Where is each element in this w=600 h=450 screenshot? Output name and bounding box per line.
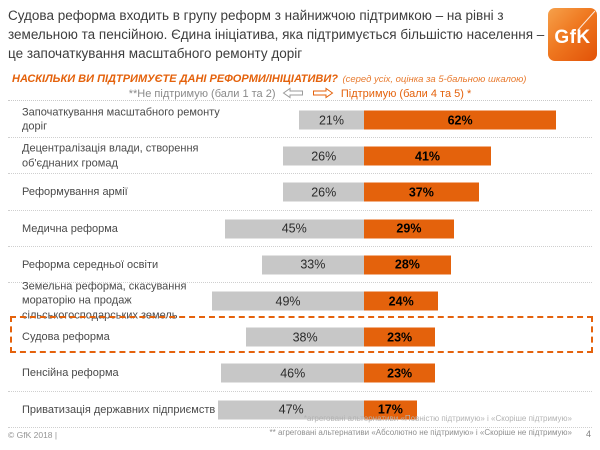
- chart-row: Судова реформа 38% 23%: [0, 316, 600, 355]
- bar-not-support: 33%: [261, 255, 364, 275]
- category-label: Реформа середньої освіти: [22, 258, 159, 271]
- value-not-support: 45%: [281, 221, 307, 236]
- bar-support: 29%: [364, 219, 454, 239]
- bar-not-support: 46%: [221, 363, 364, 383]
- bar-support: 24%: [364, 291, 439, 311]
- category-label: Приватизація державних підприємств: [22, 403, 216, 416]
- chart-row: Реформа середньої освіти 33% 28%: [0, 247, 600, 284]
- value-not-support: 26%: [311, 149, 337, 164]
- logo-slash-icon: [577, 10, 596, 31]
- bar-support: 23%: [364, 363, 436, 383]
- value-not-support: 38%: [292, 330, 318, 345]
- bar-support: 23%: [364, 327, 436, 347]
- gfk-logo-text: GfK: [554, 26, 591, 48]
- bar-support: 28%: [364, 255, 451, 275]
- category-label: Децентралізація влади, створення об'єдна…: [22, 142, 199, 170]
- value-support: 28%: [394, 257, 420, 272]
- legend-support: Підтримую (бали 4 та 5) *: [340, 88, 472, 100]
- bar-not-support: 49%: [212, 291, 364, 311]
- question-note: (серед усіх, оцінка за 5-бальною шкалою): [342, 74, 527, 85]
- arrow-left-icon: [282, 87, 303, 99]
- value-not-support: 46%: [280, 366, 306, 381]
- value-not-support: 21%: [318, 113, 344, 128]
- footnote-not-support: ** агреговані альтернативи «Абсолютно не…: [269, 428, 573, 437]
- bar-not-support: 26%: [283, 146, 364, 166]
- chart-legend: **Не підтримую (бали 1 та 2) Підтримую (…: [0, 84, 600, 102]
- bar-not-support: 38%: [246, 327, 364, 347]
- header-separator: [8, 100, 592, 101]
- chart-row: Приватизація державних підприємств 47% 17%: [0, 392, 600, 428]
- bar-support: 37%: [364, 182, 479, 202]
- value-support: 37%: [408, 185, 434, 200]
- bar-not-support: 45%: [224, 219, 364, 239]
- category-label: Судова реформа: [22, 331, 110, 344]
- chart-row: Пенсійна реформа 46% 23%: [0, 355, 600, 392]
- value-not-support: 33%: [300, 257, 326, 272]
- value-support: 17%: [377, 402, 403, 417]
- chart-row: Земельна реформа, скасування мораторію н…: [0, 281, 600, 321]
- slide-title: Судова реформа входить в групу реформ з …: [8, 8, 545, 62]
- chart-row: Започаткування масштабного ремонту доріг…: [0, 102, 600, 139]
- page-number: 4: [585, 429, 591, 439]
- value-support: 23%: [387, 366, 413, 381]
- question-text: НАСКІЛЬКИ ВИ ПІДТРИМУЄТЕ ДАНІ РЕФОРМИ/ІН…: [12, 73, 338, 85]
- category-label: Започаткування масштабного ремонту доріг: [22, 106, 220, 134]
- footnote-support: *агреговані альтернативи «Повністю підтр…: [303, 414, 572, 423]
- chart-row: Децентралізація влади, створення об'єдна…: [0, 138, 600, 175]
- chart-row: Реформування армії 26% 37%: [0, 174, 600, 211]
- value-not-support: 49%: [275, 294, 301, 309]
- question-line: НАСКІЛЬКИ ВИ ПІДТРИМУЄТЕ ДАНІ РЕФОРМИ/ІН…: [12, 69, 526, 87]
- value-support: 62%: [447, 113, 473, 128]
- bar-not-support: 26%: [283, 182, 364, 202]
- bar-support: 41%: [364, 146, 492, 166]
- value-support: 41%: [415, 149, 441, 164]
- chart-row: Медична реформа 45% 29%: [0, 211, 600, 247]
- value-not-support: 47%: [278, 402, 304, 417]
- category-label: Пенсійна реформа: [22, 367, 119, 380]
- bar-not-support: 21%: [298, 110, 364, 130]
- bar-not-support: 47%: [218, 400, 364, 420]
- legend-not-support: **Не підтримую (бали 1 та 2): [128, 88, 276, 100]
- diverging-bar-chart: Започаткування масштабного ремонту доріг…: [0, 102, 600, 428]
- bar-support: 62%: [364, 110, 557, 130]
- copyright: © GfK 2018 |: [8, 430, 58, 440]
- category-label: Медична реформа: [22, 222, 118, 235]
- value-support: 23%: [387, 330, 413, 345]
- gfk-logo: GfK: [548, 8, 597, 61]
- value-support: 24%: [388, 294, 414, 309]
- value-not-support: 26%: [311, 185, 337, 200]
- value-support: 29%: [396, 221, 422, 236]
- arrow-right-icon: [313, 87, 334, 99]
- category-label: Земельна реформа, скасування мораторію н…: [22, 280, 187, 322]
- bar-support: 17%: [364, 400, 417, 420]
- category-label: Реформування армії: [22, 186, 128, 199]
